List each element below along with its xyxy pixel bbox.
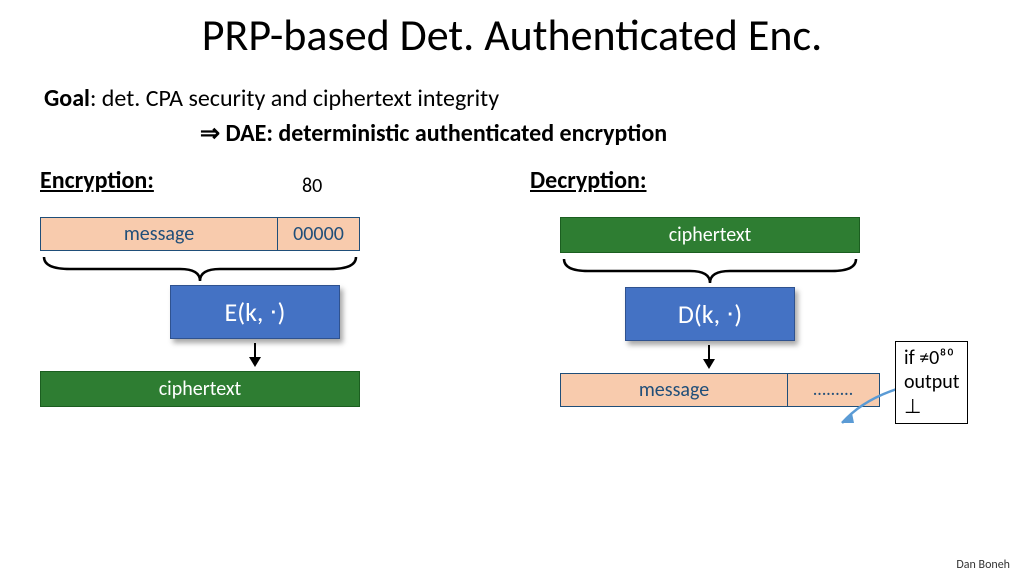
enc-arrow <box>254 343 256 365</box>
goal-prefix: Goal <box>44 84 90 113</box>
footer-author: Dan Boneh <box>956 558 1010 572</box>
dec-ciphertext-box: ciphertext <box>560 217 860 253</box>
enc-function-box: E(k, ⋅) <box>170 285 340 339</box>
enc-input-row: message 00000 <box>40 217 360 251</box>
enc-ciphertext-box: ciphertext <box>40 371 360 407</box>
goal-line: Goal: det. CPA security and ciphertext i… <box>0 62 1024 113</box>
decryption-heading: Decryption: <box>530 166 960 195</box>
dec-brace <box>560 253 920 287</box>
note-box: if ≠0⁸⁰ output ⊥ <box>895 341 968 424</box>
label-80: 80 <box>302 174 322 198</box>
encryption-column: Encryption: 80 message 00000 E(k, ⋅) cip… <box>40 166 470 407</box>
enc-message-cell: message <box>41 218 277 250</box>
goal-text: : det. CPA security and ciphertext integ… <box>90 84 499 113</box>
dae-line: ⇒ DAE: deterministic authenticated encry… <box>0 113 1024 148</box>
enc-pad-cell: 00000 <box>277 218 359 250</box>
decryption-column: Decryption: ciphertext D(k, ⋅) message …… <box>530 166 960 407</box>
slide-title: PRP-based Det. Authenticated Enc. <box>0 0 1024 62</box>
encryption-heading: Encryption: <box>40 166 470 195</box>
dec-function-box: D(k, ⋅) <box>625 287 795 341</box>
enc-brace <box>40 251 360 285</box>
dec-message-cell: message <box>561 374 787 406</box>
dec-arrow <box>708 345 710 367</box>
